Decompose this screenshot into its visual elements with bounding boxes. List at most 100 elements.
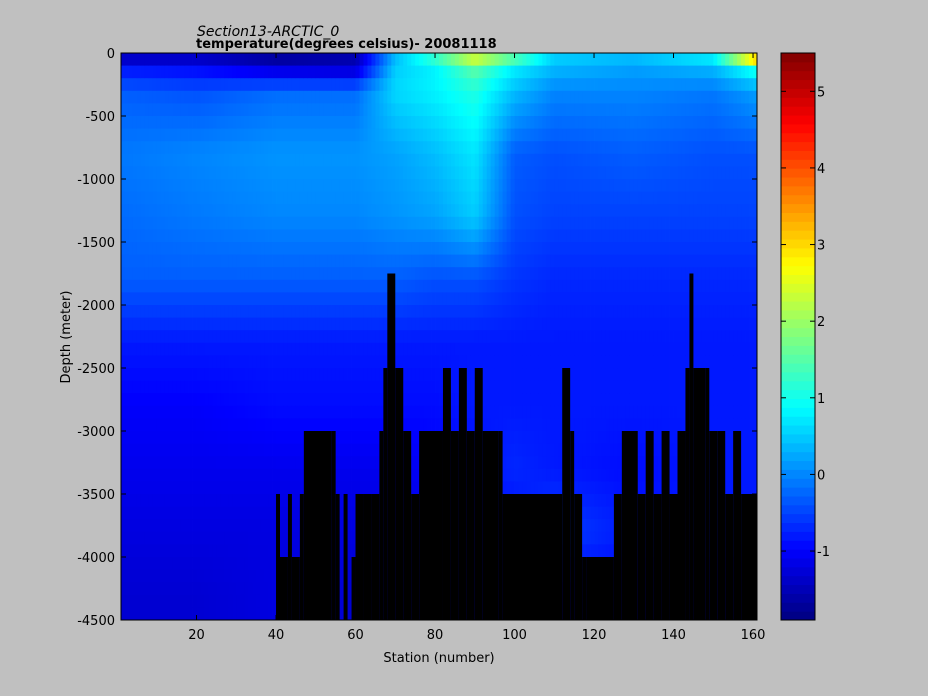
heatmap-cell bbox=[355, 393, 360, 407]
heatmap-cell bbox=[550, 53, 555, 66]
heatmap-cell bbox=[319, 78, 325, 92]
heatmap-cell bbox=[272, 468, 277, 482]
heatmap-cell bbox=[446, 53, 452, 66]
heatmap-cell bbox=[502, 305, 507, 318]
heatmap-cell bbox=[339, 494, 345, 507]
heatmap-cell bbox=[307, 153, 313, 167]
heatmap-cell bbox=[295, 355, 301, 369]
heatmap-cell bbox=[558, 65, 563, 79]
heatmap-cell bbox=[264, 481, 269, 495]
heatmap-cell bbox=[299, 468, 305, 482]
heatmap-cell bbox=[550, 355, 555, 369]
heatmap-cell bbox=[144, 78, 150, 92]
heatmap-cell bbox=[367, 292, 372, 306]
heatmap-cell bbox=[522, 330, 527, 344]
heatmap-cell bbox=[200, 103, 205, 117]
heatmap-cell bbox=[498, 90, 503, 104]
heatmap-cell bbox=[530, 405, 535, 419]
heatmap-cell bbox=[502, 103, 507, 117]
heatmap-cell bbox=[152, 305, 158, 318]
heatmap-cell bbox=[272, 78, 277, 92]
heatmap-cell bbox=[156, 368, 162, 381]
heatmap-cell bbox=[510, 305, 515, 318]
heatmap-cell bbox=[502, 242, 507, 255]
heatmap-cell bbox=[490, 179, 496, 192]
heatmap-cell bbox=[260, 431, 265, 444]
heatmap-cell bbox=[200, 594, 205, 608]
heatmap-cell bbox=[121, 204, 126, 218]
heatmap-cell bbox=[268, 65, 273, 79]
heatmap-cell bbox=[351, 431, 356, 444]
heatmap-cell bbox=[236, 53, 241, 66]
heatmap-cell bbox=[435, 279, 440, 293]
heatmap-cell bbox=[204, 506, 209, 520]
heatmap-cell bbox=[164, 116, 170, 129]
heatmap-cell bbox=[546, 468, 551, 482]
heatmap-cell bbox=[136, 368, 142, 381]
heatmap-cell bbox=[148, 317, 154, 331]
heatmap-cell bbox=[502, 443, 507, 457]
heatmap-cell bbox=[347, 494, 352, 507]
heatmap-cell bbox=[498, 242, 503, 255]
heatmap-cell bbox=[339, 153, 345, 167]
heatmap-cell bbox=[383, 141, 388, 155]
heatmap-cell bbox=[240, 53, 245, 66]
heatmap-cell bbox=[319, 216, 325, 230]
heatmap-cell bbox=[431, 355, 436, 369]
heatmap-cell bbox=[236, 569, 241, 583]
heatmap-cell bbox=[144, 506, 150, 520]
heatmap-cell bbox=[530, 481, 535, 495]
heatmap-cell bbox=[264, 166, 269, 180]
heatmap-cell bbox=[283, 468, 289, 482]
heatmap-cell bbox=[347, 292, 352, 306]
heatmap-cell bbox=[152, 519, 158, 533]
heatmap-cell bbox=[403, 116, 408, 129]
heatmap-cell bbox=[156, 355, 162, 369]
heatmap-cell bbox=[236, 443, 241, 457]
heatmap-cell bbox=[188, 166, 193, 180]
heatmap-cell bbox=[121, 443, 126, 457]
heatmap-cell bbox=[442, 204, 448, 218]
heatmap-cell bbox=[121, 582, 126, 596]
heatmap-cell bbox=[160, 141, 166, 155]
heatmap-cell bbox=[272, 607, 277, 621]
heatmap-cell bbox=[121, 141, 126, 155]
heatmap-cell bbox=[474, 279, 480, 293]
heatmap-cell bbox=[280, 368, 285, 381]
heatmap-cell bbox=[180, 531, 185, 545]
heatmap-cell bbox=[280, 305, 285, 318]
heatmap-cell bbox=[204, 456, 209, 470]
heatmap-cell bbox=[375, 216, 380, 230]
heatmap-cell bbox=[502, 393, 507, 407]
heatmap-cell bbox=[367, 242, 372, 255]
heatmap-cell bbox=[256, 443, 261, 457]
heatmap-cell bbox=[470, 103, 476, 117]
heatmap-cell bbox=[307, 229, 313, 243]
heatmap-cell bbox=[534, 141, 539, 155]
heatmap-cell bbox=[252, 531, 257, 545]
heatmap-cell bbox=[208, 544, 213, 558]
heatmap-cell bbox=[200, 53, 205, 66]
heatmap-cell bbox=[331, 355, 337, 369]
heatmap-cell bbox=[152, 380, 158, 394]
heatmap-cell bbox=[554, 418, 559, 432]
heatmap-cell bbox=[407, 229, 412, 243]
heatmap-cell bbox=[156, 267, 162, 281]
heatmap-cell bbox=[502, 166, 507, 180]
heatmap-cell bbox=[132, 216, 138, 230]
heatmap-cell bbox=[156, 78, 162, 92]
heatmap-cell bbox=[208, 519, 213, 533]
heatmap-cell bbox=[415, 90, 420, 104]
heatmap-cell bbox=[156, 342, 162, 356]
heatmap-cell bbox=[351, 166, 356, 180]
heatmap-cell bbox=[415, 405, 420, 419]
heatmap-cell bbox=[196, 569, 201, 583]
heatmap-cell bbox=[124, 456, 130, 470]
heatmap-cell bbox=[506, 153, 511, 167]
heatmap-cell bbox=[200, 607, 205, 621]
heatmap-cell bbox=[128, 254, 134, 268]
heatmap-cell bbox=[208, 191, 213, 205]
heatmap-cell bbox=[498, 342, 503, 356]
heatmap-cell bbox=[184, 481, 189, 495]
heatmap-cell bbox=[530, 229, 535, 243]
